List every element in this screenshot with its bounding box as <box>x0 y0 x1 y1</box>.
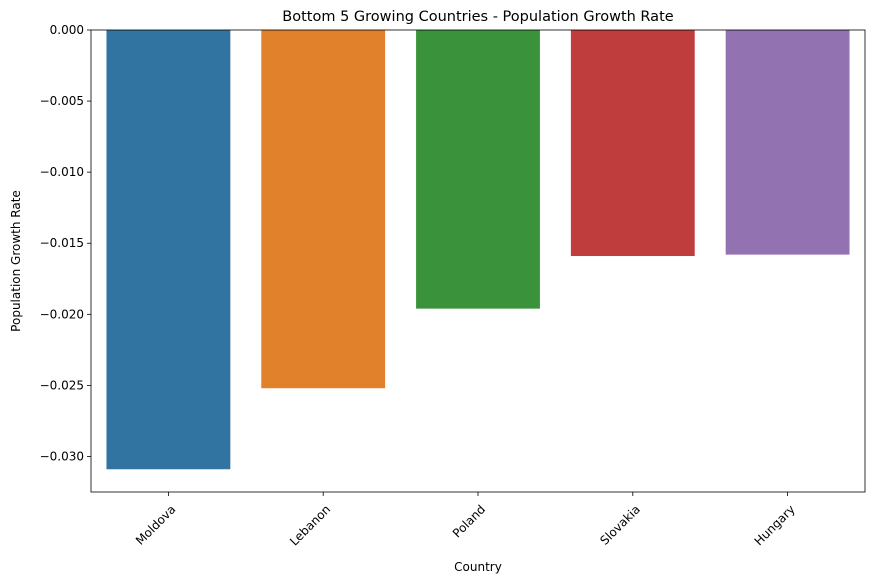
x-axis-label: Country <box>454 560 502 574</box>
y-tick-label: −0.025 <box>40 378 84 392</box>
y-tick-label: −0.030 <box>40 449 84 463</box>
bar-lebanon <box>261 30 386 389</box>
x-tick-label: Slovakia <box>597 502 643 548</box>
bar-poland <box>416 30 540 309</box>
x-axis-ticks: Moldova Lebanon Poland Slovakia Hungary <box>133 492 798 548</box>
bars-group <box>106 30 850 470</box>
bar-slovakia <box>570 30 695 257</box>
y-axis-ticks: 0.000 −0.005 −0.010 −0.015 −0.020 −0.025 −0.03… <box>40 23 91 463</box>
y-tick-label: −0.020 <box>40 307 84 321</box>
y-tick-label: −0.010 <box>40 165 84 179</box>
x-tick-label: Moldova <box>133 502 179 548</box>
chart-title: Bottom 5 Growing Countries - Population … <box>282 9 673 25</box>
x-tick-label: Hungary <box>752 502 798 548</box>
y-tick-label: 0.000 <box>50 23 84 37</box>
y-tick-label: −0.005 <box>40 94 84 108</box>
plot-frame <box>90 29 866 493</box>
bar-hungary <box>725 30 850 255</box>
y-axis-label: Population Growth Rate <box>9 190 23 332</box>
x-tick-label: Lebanon <box>287 502 333 548</box>
y-tick-label: −0.015 <box>40 236 84 250</box>
bar-moldova <box>106 30 231 470</box>
x-tick-label: Poland <box>450 502 488 540</box>
